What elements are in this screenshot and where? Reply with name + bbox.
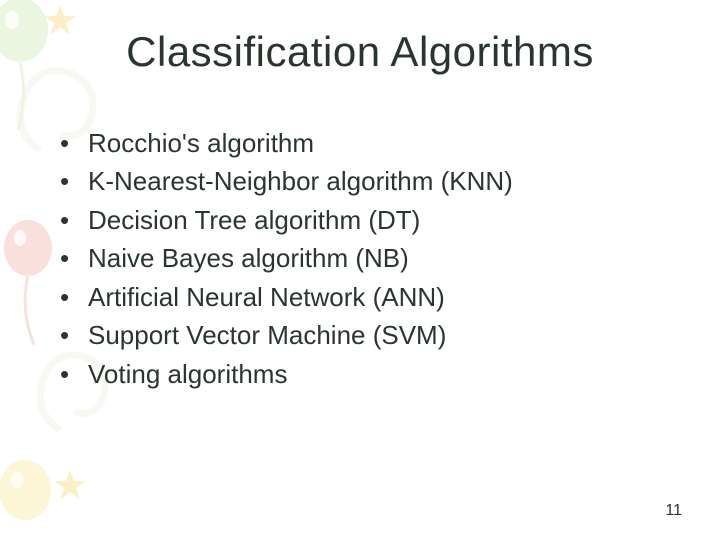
list-item: Artificial Neural Network (ANN) <box>60 278 670 316</box>
list-item: K-Nearest-Neighbor algorithm (KNN) <box>60 162 670 200</box>
slide-container: Classification Algorithms Rocchio's algo… <box>0 0 720 540</box>
list-item: Naive Bayes algorithm (NB) <box>60 239 670 277</box>
list-item: Support Vector Machine (SVM) <box>60 316 670 354</box>
list-item: Voting algorithms <box>60 355 670 393</box>
list-item: Rocchio's algorithm <box>60 124 670 162</box>
page-number: 11 <box>665 502 682 520</box>
list-item: Decision Tree algorithm (DT) <box>60 201 670 239</box>
bullet-list: Rocchio's algorithm K-Nearest-Neighbor a… <box>50 124 670 393</box>
slide-title: Classification Algorithms <box>50 28 670 76</box>
